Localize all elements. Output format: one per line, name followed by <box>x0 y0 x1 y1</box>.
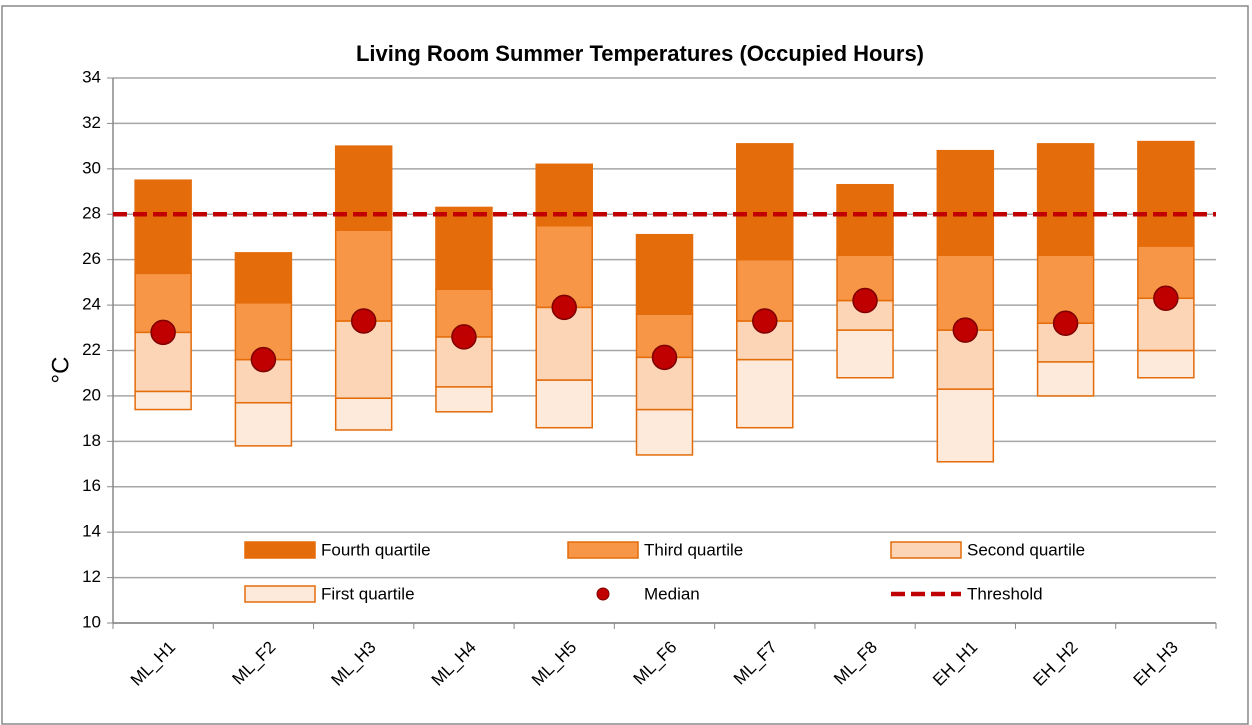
quartile-box <box>334 397 393 431</box>
y-tick-label: 34 <box>82 67 101 86</box>
quartile-box <box>334 229 393 322</box>
y-tick-label: 10 <box>82 612 101 631</box>
median-point <box>852 287 878 314</box>
legend-swatch <box>596 587 610 601</box>
quartile-box <box>836 329 894 379</box>
quartile-box <box>936 388 995 463</box>
y-tick-label: 18 <box>82 431 101 450</box>
legend-label: Fourth quartile <box>321 540 431 559</box>
median-point <box>250 346 277 373</box>
y-tick-label: 32 <box>82 113 101 132</box>
legend-label: Median <box>644 584 700 603</box>
quartile-box <box>134 179 192 275</box>
quartile-box <box>635 408 694 456</box>
median-point <box>952 317 979 343</box>
y-tick-label: 22 <box>82 340 101 359</box>
median-point <box>651 344 678 371</box>
legend-swatch <box>567 541 639 559</box>
quartile-box <box>1137 140 1195 247</box>
y-tick-label: 30 <box>82 158 101 177</box>
y-tick-label: 16 <box>82 476 101 495</box>
legend-swatch <box>244 541 316 559</box>
quartile-box <box>836 299 894 331</box>
quartile-box <box>435 386 493 413</box>
legend-swatch <box>244 585 316 603</box>
quartile-box <box>234 252 293 304</box>
y-tick-label: 24 <box>82 295 101 314</box>
quartile-box <box>1137 349 1195 379</box>
quartile-box <box>635 233 694 315</box>
median-point <box>551 294 577 321</box>
y-tick-label: 14 <box>82 522 101 541</box>
quartile-box <box>334 320 393 399</box>
quartile-box <box>134 390 192 411</box>
median-point <box>1052 310 1079 336</box>
quartile-box <box>736 358 794 429</box>
median-point <box>451 324 477 350</box>
y-axis-label: °C <box>47 357 74 384</box>
quartile-box <box>1036 143 1095 256</box>
legend-label: Third quartile <box>644 540 743 559</box>
quartile-box <box>234 401 293 447</box>
legend-label: Second quartile <box>967 540 1085 559</box>
y-tick-label: 12 <box>82 567 101 586</box>
median-point <box>752 308 778 334</box>
quartile-box <box>535 379 593 429</box>
quartile-box <box>736 143 794 261</box>
quartile-box <box>334 145 393 231</box>
legend-swatch <box>890 541 962 559</box>
y-tick-label: 20 <box>82 385 101 404</box>
quartile-box <box>836 183 894 256</box>
chart-title: Living Room Summer Temperatures (Occupie… <box>356 41 924 66</box>
quartile-box <box>1036 361 1095 397</box>
quartile-box <box>936 329 995 390</box>
y-tick-label: 26 <box>82 249 101 268</box>
legend-label: First quartile <box>321 584 415 603</box>
legend-label: Threshold <box>967 584 1043 603</box>
median-point <box>1153 285 1179 312</box>
median-point <box>350 308 377 334</box>
quartile-box <box>936 149 995 256</box>
quartile-box <box>435 206 493 290</box>
y-tick-label: 28 <box>82 204 101 223</box>
median-point <box>150 319 176 346</box>
